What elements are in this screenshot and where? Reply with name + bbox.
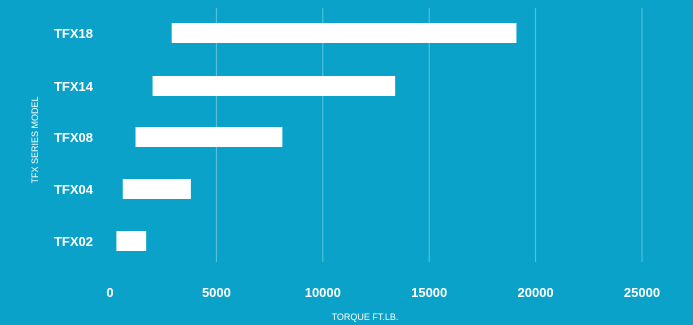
y-axis-title: TFX SERIES MODEL — [30, 96, 40, 183]
x-tick-label: 10000 — [305, 285, 341, 300]
x-tick-label: 20000 — [518, 285, 554, 300]
category-label-tfx14: TFX14 — [54, 79, 94, 94]
x-tick-label: 5000 — [202, 285, 231, 300]
bars — [116, 23, 517, 251]
category-label-tfx08: TFX08 — [54, 130, 93, 145]
category-label-tfx02: TFX02 — [54, 234, 93, 249]
gridlines — [215, 8, 643, 262]
bar-tfx02 — [116, 231, 147, 251]
bar-tfx04 — [122, 179, 191, 199]
category-labels: TFX18 TFX14 TFX08 TFX04 TFX02 — [54, 26, 94, 249]
category-label-tfx04: TFX04 — [54, 182, 94, 197]
x-tick-label: 25000 — [624, 285, 660, 300]
x-tick-label: 15000 — [411, 285, 447, 300]
bar-tfx18 — [171, 23, 517, 43]
bar-tfx14 — [152, 76, 396, 96]
x-tick-label: 0 — [106, 285, 113, 300]
x-axis-title: TORQUE FT.LB. — [332, 312, 399, 322]
x-tick-labels: 0 5000 10000 15000 20000 25000 — [106, 285, 660, 300]
category-label-tfx18: TFX18 — [54, 26, 93, 41]
bar-tfx08 — [135, 127, 283, 147]
